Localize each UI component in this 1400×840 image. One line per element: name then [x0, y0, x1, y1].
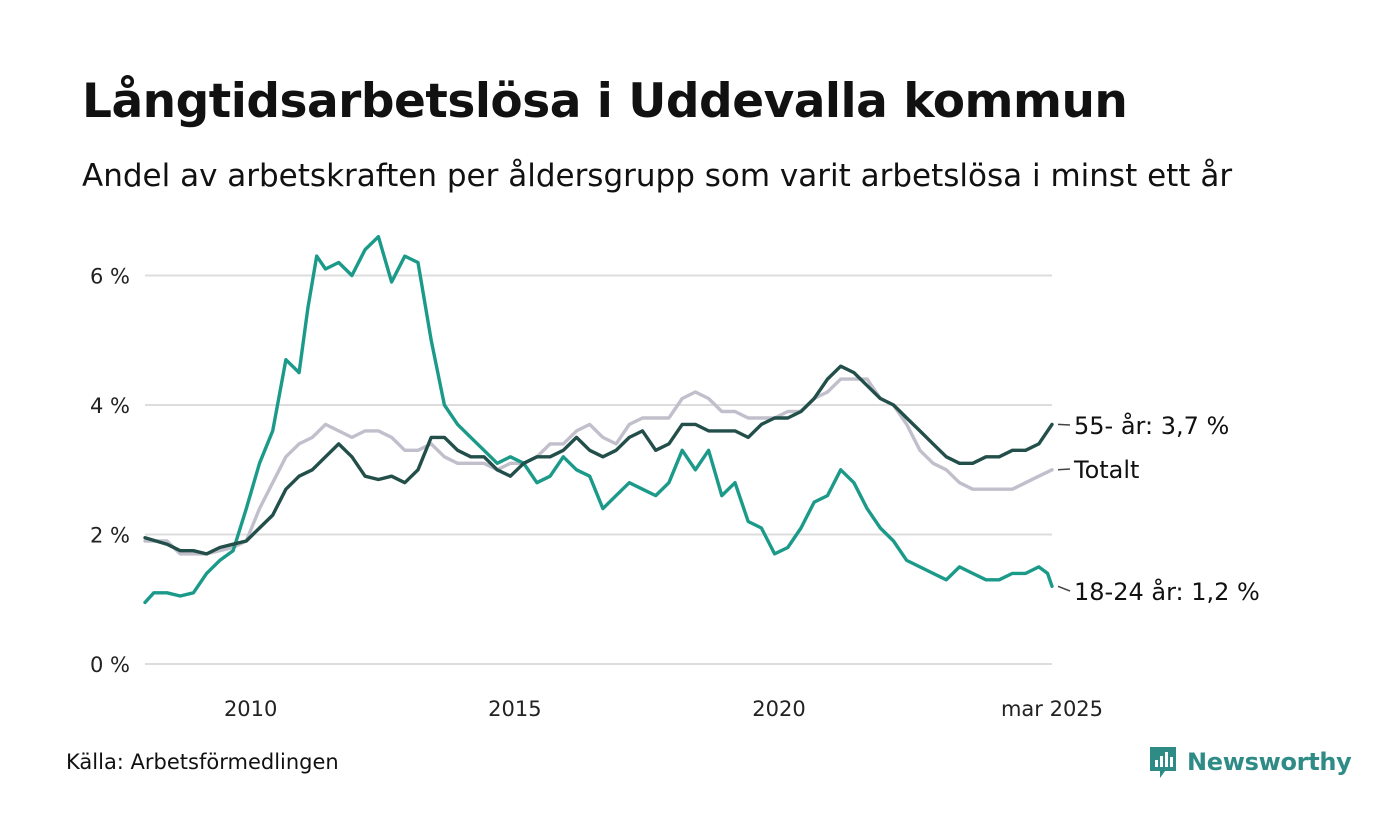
end-labels: Totalt 18-24 år: 1,2 % 55- år: 3,7 %: [1057, 411, 1260, 606]
end-label-total: Totalt: [1073, 456, 1139, 484]
chart-subtitle: Andel av arbetskraften per åldersgrupp s…: [82, 158, 1233, 194]
source-note: Källa: Arbetsförmedlingen: [66, 750, 339, 774]
chart-title: Långtidsarbetslösa i Uddevalla kommun: [82, 74, 1128, 129]
brand-logo: Newsworthy: [1148, 744, 1352, 780]
end-label-connector: [1057, 423, 1071, 426]
x-tick-label: 2020: [752, 697, 805, 721]
y-tick-label: 6 %: [90, 265, 130, 289]
end-label-old: 55- år: 3,7 %: [1074, 411, 1229, 440]
end-label-connector: [1057, 468, 1071, 471]
x-tick-label: mar 2025: [1001, 697, 1103, 721]
grid-lines: [145, 274, 1052, 665]
y-tick-label: 0 %: [90, 653, 130, 677]
series-line-total: [143, 377, 1054, 556]
series-line-old: [143, 364, 1054, 556]
series-line-young: [143, 235, 1054, 605]
x-axis-ticks: 2010 2015 2020 mar 2025: [224, 697, 1103, 721]
x-tick-label: 2015: [488, 697, 541, 721]
y-tick-label: 2 %: [90, 524, 130, 548]
brand-name: Newsworthy: [1187, 748, 1352, 776]
series-lines: [143, 235, 1054, 605]
x-tick-label: 2010: [224, 697, 277, 721]
y-tick-label: 4 %: [90, 394, 130, 418]
end-label-young: 18-24 år: 1,2 %: [1074, 577, 1260, 606]
y-axis-ticks: 0 % 2 % 4 % 6 %: [90, 265, 130, 678]
end-label-connector: [1057, 585, 1071, 592]
newsworthy-logo-icon: [1150, 747, 1176, 778]
